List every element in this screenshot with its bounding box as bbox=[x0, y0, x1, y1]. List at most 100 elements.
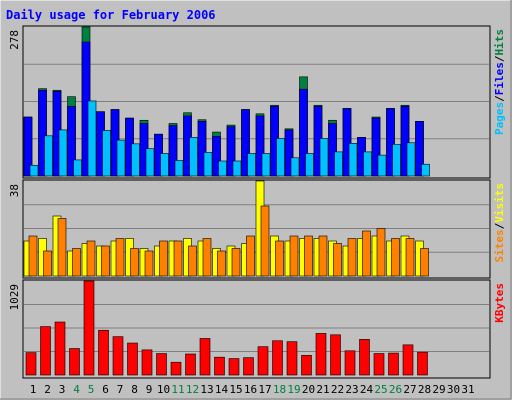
y-max-label-hits: 278 bbox=[8, 30, 21, 50]
legend-0: Pages/Files/Hits bbox=[493, 29, 506, 135]
legend-separator: / bbox=[493, 95, 506, 102]
x-tick-label-day-23: 23 bbox=[345, 383, 358, 396]
legend-files: Files bbox=[493, 62, 506, 95]
x-tick-label-day-8: 8 bbox=[131, 383, 138, 396]
bar-files-day-1 bbox=[23, 116, 33, 177]
bar-files-day-16 bbox=[241, 109, 250, 177]
bar-sites-day-14 bbox=[217, 250, 226, 277]
x-tick-label-day-2: 2 bbox=[44, 383, 51, 396]
bar-files-day-19 bbox=[284, 129, 294, 177]
bar-pages-day-27 bbox=[406, 142, 416, 177]
bar-sites-day-7 bbox=[115, 238, 125, 277]
bar-pages-day-26 bbox=[392, 144, 401, 177]
x-tick-label-day-4: 4 bbox=[73, 383, 80, 396]
x-tick-label-day-24: 24 bbox=[360, 383, 374, 396]
bar-pages-day-13 bbox=[203, 152, 213, 177]
bar-kbytes-day-25 bbox=[373, 353, 385, 376]
bar-sites-day-3 bbox=[57, 218, 67, 277]
legend-hits: Hits bbox=[493, 29, 506, 56]
bar-sites-day-1 bbox=[28, 235, 38, 277]
bar-sites-day-11 bbox=[173, 240, 183, 277]
bar-kbytes-day-14 bbox=[214, 356, 225, 376]
x-tick-label-day-29: 29 bbox=[432, 383, 445, 396]
y-max-label-kbytes: 1029 bbox=[8, 284, 21, 311]
bar-kbytes-day-20 bbox=[301, 355, 312, 376]
bar-pages-day-1 bbox=[29, 164, 39, 177]
x-tick-label-day-9: 9 bbox=[146, 383, 153, 396]
bar-kbytes-day-28 bbox=[417, 351, 428, 376]
bar-kbytes-day-23 bbox=[344, 350, 356, 376]
bar-files-day-27 bbox=[400, 106, 410, 177]
bar-kbytes-day-26 bbox=[388, 352, 399, 376]
bar-kbytes-day-17 bbox=[257, 346, 269, 376]
bar-kbytes-day-21 bbox=[315, 333, 327, 376]
bar-kbytes-day-15 bbox=[228, 358, 240, 376]
bar-pages-day-18 bbox=[276, 138, 285, 177]
bar-files-day-22 bbox=[328, 123, 337, 177]
bar-sites-day-23 bbox=[347, 238, 357, 277]
legend-sites: Sites bbox=[493, 229, 506, 262]
bar-kbytes-day-2 bbox=[40, 326, 51, 376]
bar-pages-day-10 bbox=[160, 153, 169, 177]
bar-sites-day-18 bbox=[275, 240, 284, 277]
x-tick-label-day-18: 18 bbox=[273, 383, 286, 396]
bar-pages-day-24 bbox=[363, 151, 372, 177]
x-tick-label-day-5: 5 bbox=[88, 383, 95, 396]
legend-separator: / bbox=[493, 55, 506, 62]
bar-sites-day-22 bbox=[333, 243, 342, 277]
bar-pages-day-7 bbox=[116, 139, 126, 177]
bar-files-day-11 bbox=[168, 125, 178, 177]
x-tick-label-day-19: 19 bbox=[287, 383, 300, 396]
bar-kbytes-day-4 bbox=[69, 348, 80, 376]
bar-sites-day-15 bbox=[231, 248, 241, 277]
bar-kbytes-day-5 bbox=[83, 280, 95, 376]
x-tick-label-day-12: 12 bbox=[186, 383, 199, 396]
x-tick-label-day-16: 16 bbox=[244, 383, 257, 396]
x-tick-label-day-30: 30 bbox=[447, 383, 460, 396]
bar-kbytes-day-6 bbox=[98, 329, 109, 376]
bar-files-day-13 bbox=[197, 121, 207, 177]
bar-files-day-14 bbox=[212, 136, 221, 177]
bar-kbytes-day-1 bbox=[25, 352, 37, 376]
bar-pages-day-8 bbox=[131, 143, 140, 177]
x-tick-label-day-6: 6 bbox=[102, 383, 109, 396]
bar-files-day-23 bbox=[342, 108, 352, 177]
bar-pages-day-16 bbox=[247, 153, 256, 177]
bar-kbytes-day-18 bbox=[272, 340, 283, 376]
legend-visits: Visits bbox=[493, 183, 506, 223]
legend-pages: Pages bbox=[493, 102, 506, 135]
bar-pages-day-17 bbox=[261, 153, 271, 177]
bar-kbytes-day-7 bbox=[112, 336, 124, 376]
bar-sites-day-2 bbox=[43, 250, 52, 277]
bar-pages-day-4 bbox=[73, 159, 82, 177]
x-tick-label-day-14: 14 bbox=[215, 383, 229, 396]
x-tick-label-day-27: 27 bbox=[403, 383, 416, 396]
bar-pages-day-14 bbox=[218, 160, 227, 177]
x-tick-label-day-7: 7 bbox=[117, 383, 124, 396]
bar-sites-day-27 bbox=[405, 238, 415, 277]
bar-pages-day-12 bbox=[189, 137, 198, 177]
bar-files-day-4 bbox=[67, 106, 76, 177]
bar-kbytes-day-3 bbox=[54, 321, 66, 376]
bar-kbytes-day-8 bbox=[127, 342, 138, 376]
x-tick-label-day-17: 17 bbox=[258, 383, 271, 396]
bar-pages-day-22 bbox=[334, 151, 343, 177]
bar-files-day-20 bbox=[299, 88, 308, 177]
bar-kbytes-day-11 bbox=[170, 361, 182, 376]
bar-pages-day-21 bbox=[319, 138, 329, 177]
x-tick-label-day-15: 15 bbox=[229, 383, 242, 396]
x-tick-label-day-28: 28 bbox=[418, 383, 431, 396]
bar-pages-day-19 bbox=[290, 157, 300, 177]
bar-files-day-28 bbox=[415, 121, 424, 177]
chart-marks bbox=[23, 26, 489, 376]
bar-pages-day-9 bbox=[145, 148, 155, 177]
bar-pages-day-23 bbox=[348, 143, 358, 177]
bar-sites-day-20 bbox=[304, 235, 313, 277]
bar-pages-day-15 bbox=[232, 160, 242, 177]
legend-separator: / bbox=[493, 222, 506, 229]
bar-sites-day-26 bbox=[391, 238, 400, 277]
bar-sites-day-25 bbox=[376, 228, 386, 277]
legend-1: Sites/Visits bbox=[493, 183, 506, 263]
